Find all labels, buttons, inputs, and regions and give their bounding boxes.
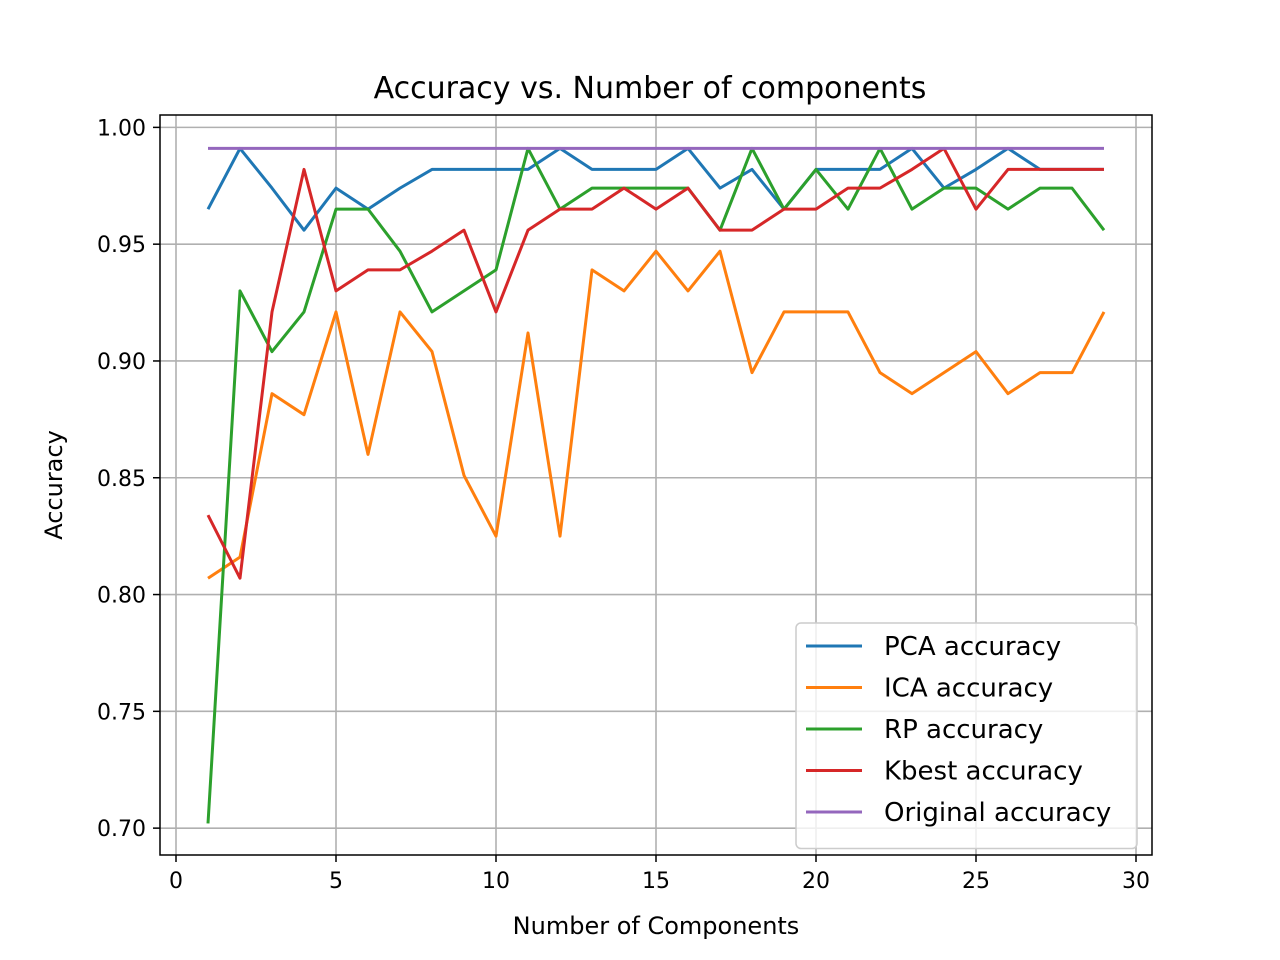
y-tick-label: 1.00: [97, 116, 146, 141]
series-line: [206, 146, 1104, 580]
chart-title: Accuracy vs. Number of components: [374, 71, 927, 106]
x-tick-label: 0: [169, 869, 183, 894]
legend: PCA accuracy ICA accuracy RP accuracy Kbest…: [795, 622, 1138, 850]
x-tick-label: 30: [1122, 869, 1150, 894]
y-tick-label: 0.90: [97, 350, 146, 375]
x-tick-label: 10: [482, 869, 510, 894]
series-lines: [206, 146, 1106, 824]
y-axis-label: Accuracy: [40, 430, 68, 540]
y-tick-label: 0.95: [97, 233, 146, 258]
legend-label: Kbest accuracy: [884, 757, 1083, 787]
x-tick-label: 25: [962, 869, 990, 894]
y-tick-label: 0.70: [97, 817, 146, 842]
legend-box: [795, 622, 1138, 850]
y-tick-label: 0.75: [97, 700, 146, 725]
legend-label: Original accuracy: [884, 798, 1111, 828]
grid-lines: [160, 115, 1152, 855]
x-tick-label: 5: [329, 869, 343, 894]
x-tick-label: 15: [642, 869, 670, 894]
series-line: [206, 146, 1106, 824]
axis-ticks: 0 5 10 15 20 25 30 0.70 0.75 0.80 0.85 0.90 0.95 1.00: [97, 116, 1150, 894]
x-tick-label: 20: [802, 869, 830, 894]
legend-label: RP accuracy: [884, 715, 1043, 745]
legend-label: ICA accuracy: [884, 674, 1053, 704]
series-line: [206, 146, 1104, 232]
legend-label: PCA accuracy: [884, 632, 1061, 662]
series-line: [207, 249, 1106, 580]
y-tick-label: 0.80: [97, 584, 146, 609]
y-tick-label: 0.85: [97, 467, 146, 492]
x-axis-label: Number of Components: [513, 912, 800, 940]
